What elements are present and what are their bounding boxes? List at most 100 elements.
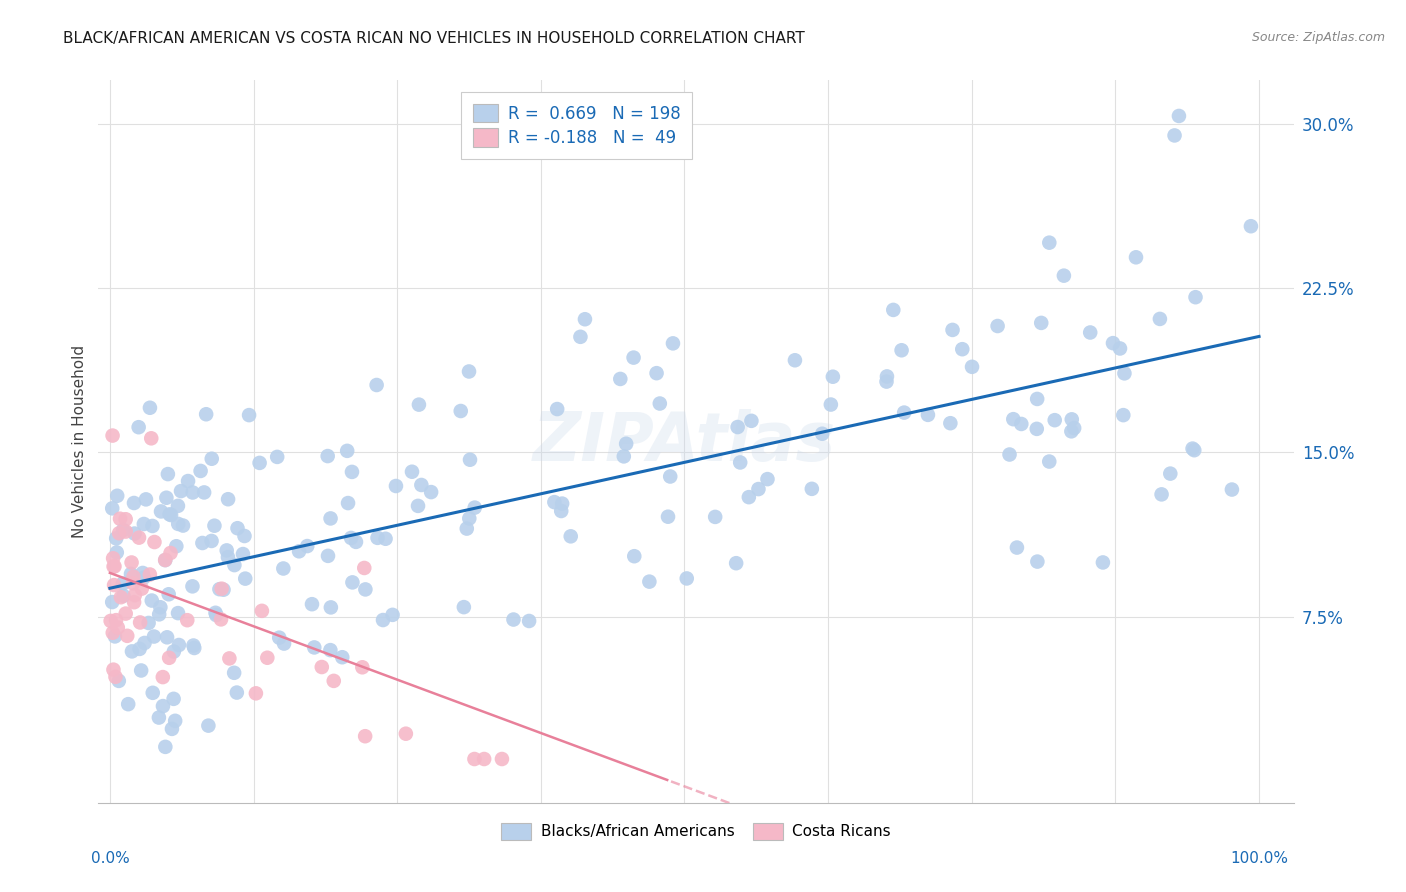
Point xyxy=(728,455,751,469)
Point xyxy=(546,402,568,417)
Point xyxy=(103,559,125,574)
Point xyxy=(101,551,124,566)
Point xyxy=(172,518,194,533)
Point xyxy=(165,714,187,728)
Point xyxy=(890,343,912,358)
Point xyxy=(149,600,172,615)
Point xyxy=(233,529,256,543)
Point xyxy=(233,572,256,586)
Point xyxy=(330,650,353,665)
Point xyxy=(132,570,155,584)
Point xyxy=(141,519,163,533)
Point xyxy=(543,495,565,509)
Point xyxy=(153,553,176,567)
Point xyxy=(645,366,668,380)
Point xyxy=(105,532,128,546)
Point xyxy=(574,312,596,326)
Point xyxy=(128,641,150,656)
Point xyxy=(157,587,180,601)
Point xyxy=(121,556,143,570)
Point xyxy=(1109,342,1132,356)
Point xyxy=(117,697,139,711)
Point xyxy=(131,582,153,596)
Point xyxy=(122,570,145,584)
Point xyxy=(143,630,166,644)
Point xyxy=(209,612,232,626)
Point xyxy=(800,482,823,496)
Point xyxy=(266,450,288,464)
Point xyxy=(374,532,396,546)
Point xyxy=(502,613,524,627)
Point xyxy=(114,607,136,621)
Point xyxy=(101,595,124,609)
Point xyxy=(190,464,212,478)
Point xyxy=(100,614,122,628)
Point xyxy=(1026,555,1049,569)
Point xyxy=(1150,487,1173,501)
Point xyxy=(371,613,394,627)
Point xyxy=(458,511,481,525)
Point xyxy=(114,524,136,539)
Point xyxy=(101,428,124,442)
Point xyxy=(821,369,844,384)
Point xyxy=(551,497,574,511)
Point xyxy=(217,550,239,565)
Point xyxy=(108,512,131,526)
Point xyxy=(104,629,127,643)
Point xyxy=(917,408,939,422)
Point xyxy=(148,710,170,724)
Point xyxy=(159,546,181,560)
Point xyxy=(316,449,339,463)
Point xyxy=(1159,467,1181,481)
Point xyxy=(491,752,513,766)
Point xyxy=(614,436,637,450)
Point xyxy=(156,467,179,481)
Point xyxy=(406,499,429,513)
Point xyxy=(105,545,128,559)
Point xyxy=(117,629,139,643)
Point xyxy=(322,673,344,688)
Point xyxy=(139,401,162,415)
Point xyxy=(132,516,155,531)
Point xyxy=(183,640,205,655)
Point xyxy=(464,500,486,515)
Point xyxy=(385,479,408,493)
Point xyxy=(138,615,160,630)
Point xyxy=(1053,268,1076,283)
Point xyxy=(1026,392,1049,406)
Point xyxy=(143,535,166,549)
Point xyxy=(141,431,163,445)
Point xyxy=(128,531,150,545)
Point xyxy=(122,595,145,609)
Point xyxy=(319,643,342,657)
Point xyxy=(232,547,254,561)
Point xyxy=(352,660,374,674)
Point xyxy=(195,407,218,421)
Point xyxy=(458,452,481,467)
Point xyxy=(112,523,135,537)
Point xyxy=(960,359,983,374)
Point xyxy=(139,567,162,582)
Point xyxy=(408,398,430,412)
Legend: Blacks/African Americans, Costa Ricans: Blacks/African Americans, Costa Ricans xyxy=(495,817,897,846)
Point xyxy=(120,566,142,581)
Point xyxy=(273,561,295,575)
Point xyxy=(128,420,150,434)
Point xyxy=(1078,326,1101,340)
Point xyxy=(129,615,152,630)
Point xyxy=(342,575,364,590)
Point xyxy=(1010,417,1032,431)
Point xyxy=(105,489,128,503)
Point xyxy=(167,638,190,652)
Point xyxy=(550,504,572,518)
Point xyxy=(101,501,124,516)
Point xyxy=(623,549,645,564)
Point xyxy=(167,516,190,531)
Point xyxy=(675,571,697,585)
Point xyxy=(134,636,156,650)
Point xyxy=(108,526,131,541)
Text: ZIPAtlas: ZIPAtlas xyxy=(533,409,837,475)
Point xyxy=(738,490,761,504)
Point xyxy=(783,353,806,368)
Point xyxy=(225,685,247,699)
